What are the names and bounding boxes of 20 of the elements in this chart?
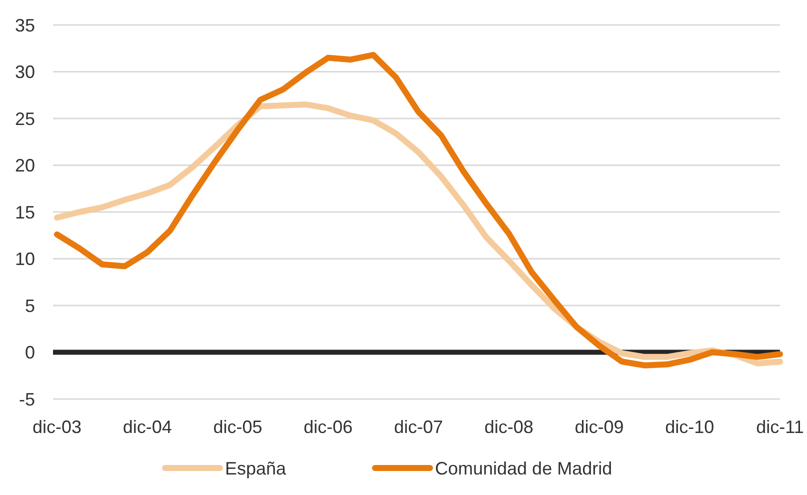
y-tick-label: 5 (24, 296, 35, 316)
x-tick-label: dic-07 (394, 417, 444, 437)
x-tick-label: dic-11 (756, 417, 804, 437)
y-tick-label: 15 (14, 202, 35, 222)
x-tick-label: dic-05 (213, 417, 262, 437)
legend-label: Comunidad de Madrid (435, 458, 612, 478)
y-tick-label: 30 (14, 62, 35, 82)
x-tick-label: dic-08 (484, 417, 534, 437)
x-tick-label: dic-03 (32, 417, 82, 437)
legend-label: España (225, 458, 288, 478)
x-tick-label: dic-06 (304, 417, 353, 437)
y-tick-label: 10 (14, 249, 35, 270)
y-tick-label: -5 (18, 389, 35, 410)
y-tick-label: 20 (14, 156, 35, 176)
y-tick-label: 25 (14, 108, 35, 129)
x-tick-label: dic-09 (574, 417, 624, 437)
y-tick-label: 35 (14, 15, 35, 36)
y-tick-label: 0 (24, 342, 35, 363)
x-tick-label: dic-10 (665, 417, 714, 437)
x-tick-label: dic-04 (122, 417, 172, 437)
